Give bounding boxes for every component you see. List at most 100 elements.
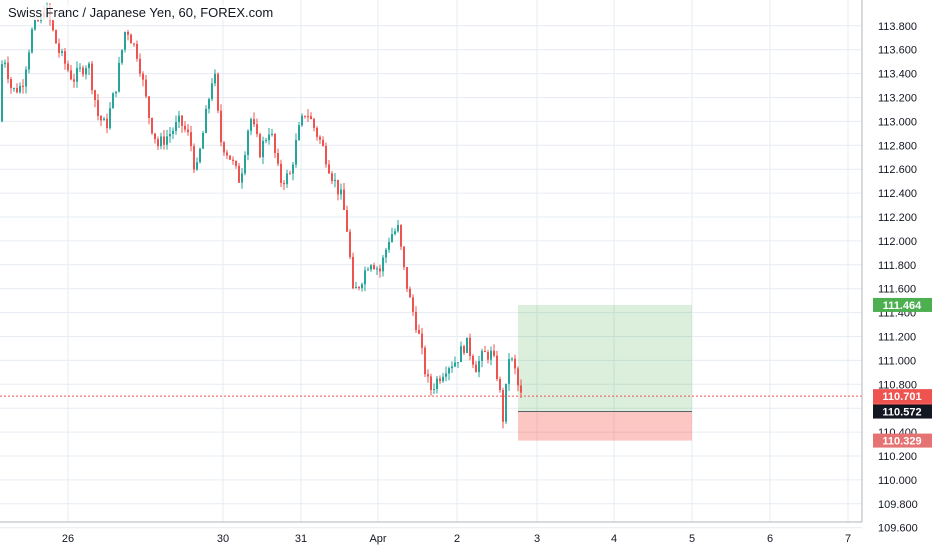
candle-body [247,130,249,156]
candle-body [415,311,417,330]
x-tick-label: 31 [295,533,307,545]
candle-body [391,233,393,243]
candle-body [142,73,144,80]
candle-body [337,179,339,195]
candle-body [4,62,6,65]
candle-body [286,173,288,185]
candle-body [325,145,327,165]
candle-body [166,136,168,145]
candle-body [271,133,273,135]
candle-body [226,152,228,156]
candle-body [280,163,282,183]
candle-body [229,155,231,160]
axes: 26 30 31 Apr 2 3 4 5 6 7 113.800 113.600 113.400 113.… [0,0,918,545]
candle-body [478,360,480,373]
profit-zone[interactable] [518,304,692,412]
candles [1,2,522,429]
y-tick-label: 110.000 [878,475,917,487]
candle-body [457,362,459,364]
candle-body [211,83,213,100]
candle-body [160,136,162,147]
candle-body [256,124,258,135]
candle-body [112,93,114,109]
candle-body [16,88,18,93]
candle-body [358,286,360,289]
x-tick-label: 30 [217,533,229,545]
candle-body [418,329,420,334]
candle-body [109,108,111,129]
candle-body [517,368,519,386]
target-price-tag-bg [873,297,932,312]
candle-body [421,333,423,348]
candle-body [55,30,57,44]
candle-body [376,268,378,270]
candle-body [409,288,411,298]
candle-body [265,140,267,142]
x-tick-label: 3 [534,533,540,545]
candle-body [52,20,54,31]
stop-price-tag: 110.329 [882,436,921,448]
candle-body [85,68,87,75]
last-price-tag: 110.701 [882,391,921,403]
candle-body [184,125,186,130]
stop-price-tag-bg [873,433,932,448]
candle-body [220,110,222,143]
candle-body [340,189,342,195]
candle-body [373,265,375,270]
candle-body [127,31,129,35]
candle-body [82,67,84,75]
candle-body [67,63,69,71]
candle-body [151,117,153,134]
candle-body [403,246,405,268]
candle-body [1,64,3,122]
candle-body [361,284,363,289]
y-tick-label: 112.400 [878,188,917,200]
candle-body [370,265,372,270]
candle-body [64,51,66,64]
candle-body [481,350,483,361]
candle-body [406,267,408,289]
candle-body [397,224,399,232]
candle-body [178,115,180,123]
candle-body [217,73,219,111]
candle-body [115,91,117,94]
candle-body [73,79,75,82]
candle-body [139,58,141,74]
candle-body [76,68,78,82]
y-tick-label: 112.000 [878,236,917,248]
candle-body [475,364,477,373]
candle-body [181,115,183,126]
candle-body [445,373,447,377]
loss-zone[interactable] [518,411,692,441]
candle-body [130,34,132,44]
entry-price-tag-bg [873,404,932,419]
entry-price-tag: 110.572 [882,407,921,419]
candle-body [322,139,324,146]
candle-body [124,31,126,50]
candle-body [133,43,135,45]
candle-body [223,142,225,153]
risk-reward-zone[interactable] [518,304,692,441]
candle-body [331,173,333,182]
candle-body [274,133,276,154]
candle-body [175,122,177,131]
x-tick-label: 26 [62,533,74,545]
candle-body [400,224,402,247]
candle-body [520,385,522,393]
candle-body [136,43,138,59]
candle-body [472,355,474,365]
candle-body [121,49,123,63]
candle-body [448,368,450,374]
x-tick-label: 5 [689,533,695,545]
y-tick-label: 110.200 [878,451,917,463]
candle-body [433,389,435,391]
candle-body [253,119,255,125]
candle-body [91,63,93,91]
candle-body [289,173,291,175]
candle-body [202,132,204,149]
last-price-tag-bg [873,389,932,404]
candle-body [298,125,300,141]
candle-body [250,119,252,131]
